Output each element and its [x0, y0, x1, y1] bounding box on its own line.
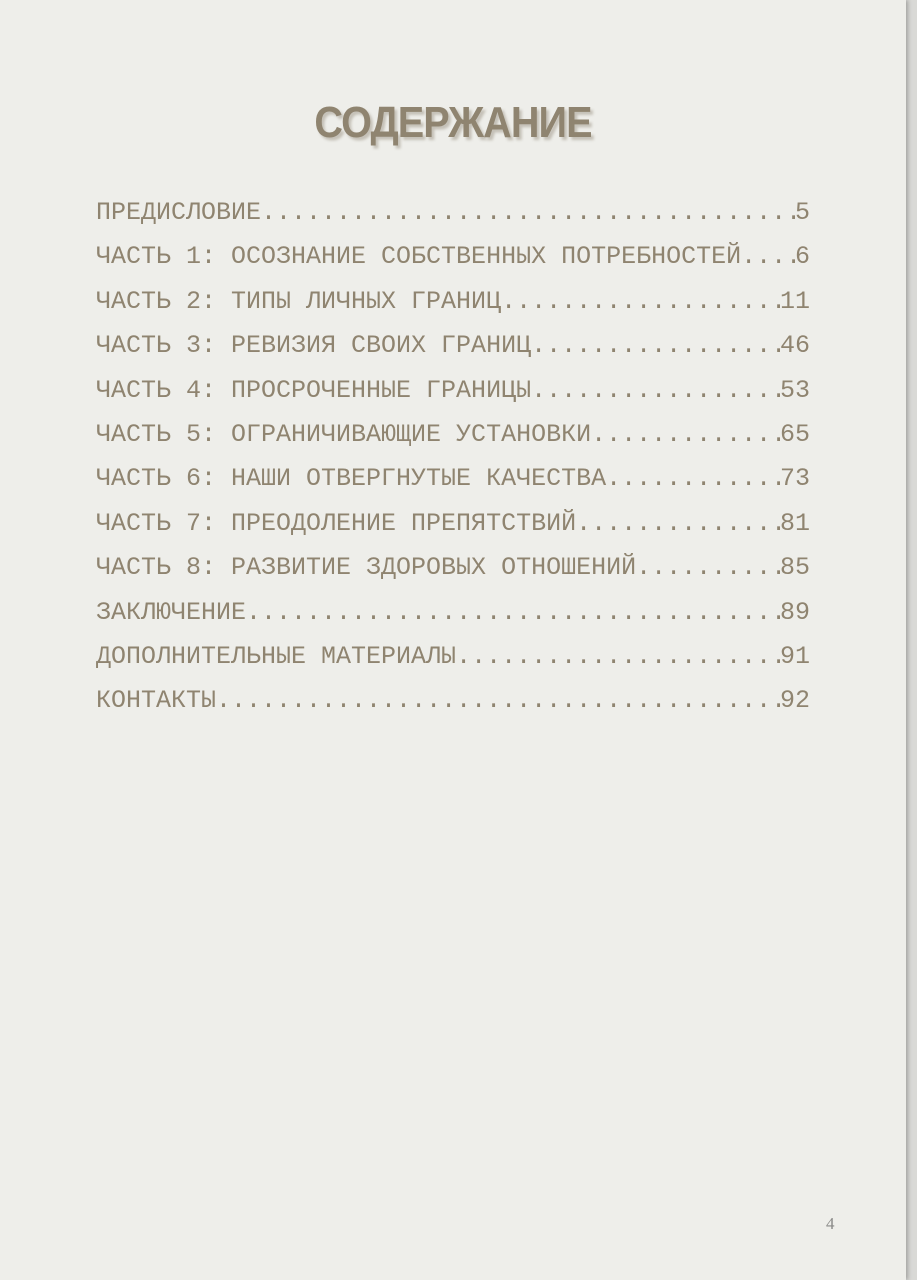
- dot-leader: [246, 598, 780, 627]
- toc-entry[interactable]: ПРЕДИСЛОВИЕ 5: [96, 198, 810, 242]
- page-number: 4: [826, 1214, 835, 1233]
- page-title: СОДЕРЖАНИЕ: [314, 98, 592, 147]
- toc-entry-page: 65: [779, 419, 810, 449]
- toc-entry-label: ЧАСТЬ 3: РЕВИЗИЯ СВОИХ ГРАНИЦ: [96, 331, 532, 361]
- toc-entry[interactable]: ЗАКЛЮЧЕНИЕ 89: [96, 598, 810, 642]
- toc-entry[interactable]: ЧАСТЬ 6: НАШИ ОТВЕРГНУТЫЕ КАЧЕСТВА 73: [96, 464, 810, 508]
- dot-leader: [216, 686, 780, 715]
- toc-entry-label: ЧАСТЬ 1: ОСОЗНАНИЕ СОБСТВЕННЫХ ПОТРЕБНОС…: [96, 242, 742, 272]
- toc-entry-label: ЧАСТЬ 8: РАЗВИТИЕ ЗДОРОВЫХ ОТНОШЕНИЙ: [96, 553, 637, 583]
- toc-entry[interactable]: ЧАСТЬ 4: ПРОСРОЧЕННЫЕ ГРАНИЦЫ 53: [96, 376, 810, 420]
- table-of-contents: ПРЕДИСЛОВИЕ 5 ЧАСТЬ 1: ОСОЗНАНИЕ СОБСТВЕНН…: [96, 198, 810, 731]
- toc-entry-page: 89: [779, 597, 810, 627]
- toc-entry[interactable]: КОНТАКТЫ 92: [96, 686, 810, 730]
- dot-leader: [576, 509, 780, 538]
- toc-entry-label: ЧАСТЬ 7: ПРЕОДОЛЕНИЕ ПРЕПЯТСТВИЙ: [96, 508, 577, 538]
- toc-entry-label: ДОПОЛНИТЕЛЬНЫЕ МАТЕРИАЛЫ: [96, 641, 457, 671]
- toc-entry-page: 46: [779, 331, 810, 361]
- dot-leader: [741, 242, 795, 271]
- dot-leader: [261, 198, 795, 227]
- dot-leader: [531, 376, 780, 405]
- toc-entry[interactable]: ЧАСТЬ 7: ПРЕОДОЛЕНИЕ ПРЕПЯТСТВИЙ 81: [96, 509, 810, 553]
- toc-entry-page: 92: [779, 686, 810, 716]
- toc-entry[interactable]: ЧАСТЬ 3: РЕВИЗИЯ СВОИХ ГРАНИЦ 46: [96, 331, 810, 375]
- dot-leader: [456, 642, 780, 671]
- toc-entry-page: 11: [779, 286, 810, 316]
- toc-entry-label: КОНТАКТЫ: [96, 686, 217, 716]
- toc-entry-page: 91: [779, 641, 810, 671]
- dot-leader: [531, 331, 780, 360]
- toc-entry[interactable]: ЧАСТЬ 2: ТИПЫ ЛИЧНЫХ ГРАНИЦ 11: [96, 287, 810, 331]
- toc-entry-label: ЗАКЛЮЧЕНИЕ: [96, 597, 247, 627]
- toc-entry[interactable]: ЧАСТЬ 5: ОГРАНИЧИВАЮЩИЕ УСТАНОВКИ 65: [96, 420, 810, 464]
- toc-entry-page: 81: [779, 508, 810, 538]
- toc-entry-label: ЧАСТЬ 6: НАШИ ОТВЕРГНУТЫЕ КАЧЕСТВА: [96, 464, 607, 494]
- toc-entry-label: ПРЕДИСЛОВИЕ: [96, 198, 262, 227]
- toc-entry-label: ЧАСТЬ 4: ПРОСРОЧЕННЫЕ ГРАНИЦЫ: [96, 375, 532, 405]
- dot-leader: [501, 287, 780, 316]
- toc-entry-page: 85: [779, 553, 810, 583]
- toc-entry-page: 73: [779, 464, 810, 494]
- toc-entry[interactable]: ЧАСТЬ 8: РАЗВИТИЕ ЗДОРОВЫХ ОТНОШЕНИЙ 85: [96, 553, 810, 597]
- toc-entry[interactable]: ДОПОЛНИТЕЛЬНЫЕ МАТЕРИАЛЫ 91: [96, 642, 810, 686]
- toc-entry-page: 5: [794, 198, 810, 227]
- toc-entry-label: ЧАСТЬ 2: ТИПЫ ЛИЧНЫХ ГРАНИЦ: [96, 286, 502, 316]
- toc-entry[interactable]: ЧАСТЬ 1: ОСОЗНАНИЕ СОБСТВЕННЫХ ПОТРЕБНОС…: [96, 242, 810, 286]
- toc-entry-page: 6: [794, 242, 810, 272]
- toc-entry-label: ЧАСТЬ 5: ОГРАНИЧИВАЮЩИЕ УСТАНОВКИ: [96, 419, 592, 449]
- dot-leader: [636, 553, 780, 582]
- dot-leader: [591, 420, 780, 449]
- dot-leader: [606, 464, 780, 493]
- toc-entry-page: 53: [779, 375, 810, 405]
